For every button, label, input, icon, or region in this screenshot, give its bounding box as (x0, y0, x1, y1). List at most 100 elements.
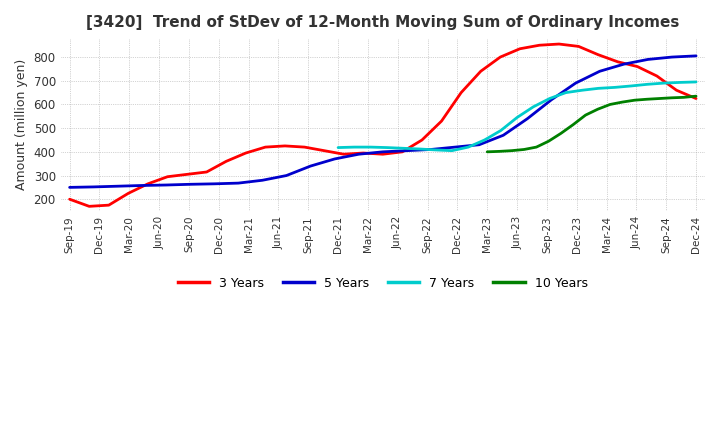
3 Years (516, 46, 524, 51)
3 Years (575, 44, 583, 49)
7 Years (513, 115, 521, 120)
10 Years (495, 149, 504, 154)
3 Years (124, 191, 132, 196)
5 Years (475, 142, 484, 147)
5 Years (330, 156, 339, 161)
5 Years (402, 148, 411, 153)
7 Years (415, 147, 424, 152)
7 Years (545, 96, 554, 101)
7 Years (480, 137, 489, 143)
3 Years (222, 159, 230, 164)
10 Years (667, 95, 676, 100)
10 Years (581, 113, 590, 118)
10 Years (606, 102, 614, 107)
3 Years (477, 69, 485, 74)
10 Years (593, 106, 602, 112)
Y-axis label: Amount (million yen): Amount (million yen) (15, 59, 28, 190)
7 Years (643, 82, 652, 87)
7 Years (611, 85, 619, 90)
3 Years (692, 96, 701, 101)
7 Years (692, 79, 701, 84)
3 Years (652, 73, 661, 79)
7 Years (529, 104, 538, 110)
3 Years (143, 181, 152, 187)
3 Years (594, 52, 603, 57)
3 Years (359, 150, 368, 156)
3 Years (202, 169, 211, 175)
7 Years (431, 147, 440, 153)
5 Years (282, 173, 291, 178)
10 Years (569, 122, 577, 127)
5 Years (114, 183, 122, 189)
10 Years (508, 148, 516, 153)
7 Years (399, 146, 408, 151)
3 Years (261, 144, 270, 150)
10 Years (618, 99, 626, 105)
5 Years (619, 62, 628, 67)
5 Years (644, 57, 652, 62)
3 Years (183, 172, 192, 177)
3 Years (456, 90, 465, 95)
7 Years (594, 86, 603, 91)
3 Years (554, 41, 563, 47)
3 Years (66, 197, 74, 202)
3 Years (339, 151, 348, 157)
5 Years (595, 69, 604, 74)
3 Years (85, 204, 94, 209)
Title: [3420]  Trend of StDev of 12-Month Moving Sum of Ordinary Incomes: [3420] Trend of StDev of 12-Month Moving… (86, 15, 680, 30)
5 Years (571, 81, 580, 86)
5 Years (138, 183, 146, 188)
Line: 10 Years: 10 Years (487, 96, 696, 152)
7 Years (626, 83, 635, 88)
7 Years (660, 81, 668, 86)
3 Years (437, 118, 446, 124)
5 Years (210, 181, 218, 187)
Legend: 3 Years, 5 Years, 7 Years, 10 Years: 3 Years, 5 Years, 7 Years, 10 Years (173, 272, 593, 295)
3 Years (613, 59, 622, 64)
10 Years (520, 147, 528, 152)
5 Years (162, 182, 171, 187)
5 Years (547, 97, 556, 103)
7 Years (562, 90, 570, 95)
Line: 3 Years: 3 Years (70, 44, 696, 206)
3 Years (320, 148, 328, 153)
3 Years (163, 174, 172, 180)
3 Years (379, 151, 387, 157)
5 Years (354, 151, 363, 157)
3 Years (104, 202, 113, 208)
3 Years (535, 43, 544, 48)
5 Years (379, 149, 387, 154)
Line: 7 Years: 7 Years (338, 82, 696, 150)
10 Years (532, 144, 541, 150)
7 Years (578, 88, 587, 93)
10 Years (483, 149, 492, 154)
3 Years (496, 55, 505, 60)
3 Years (241, 150, 250, 156)
10 Years (680, 95, 688, 100)
5 Years (306, 163, 315, 169)
3 Years (398, 149, 407, 154)
7 Years (464, 144, 472, 150)
3 Years (281, 143, 289, 149)
3 Years (418, 137, 426, 143)
7 Years (334, 145, 343, 150)
3 Years (672, 88, 681, 93)
7 Years (366, 144, 375, 150)
Line: 5 Years: 5 Years (70, 56, 696, 187)
5 Years (499, 132, 508, 138)
5 Years (258, 178, 266, 183)
3 Years (633, 64, 642, 69)
7 Years (497, 128, 505, 133)
10 Years (544, 139, 553, 144)
7 Years (382, 145, 391, 150)
5 Years (234, 180, 243, 186)
10 Years (655, 96, 664, 101)
7 Years (350, 144, 359, 150)
5 Years (667, 55, 676, 60)
5 Years (523, 116, 531, 121)
10 Years (692, 94, 701, 99)
5 Years (66, 185, 74, 190)
5 Years (427, 147, 436, 152)
7 Years (448, 148, 456, 153)
10 Years (642, 97, 651, 102)
